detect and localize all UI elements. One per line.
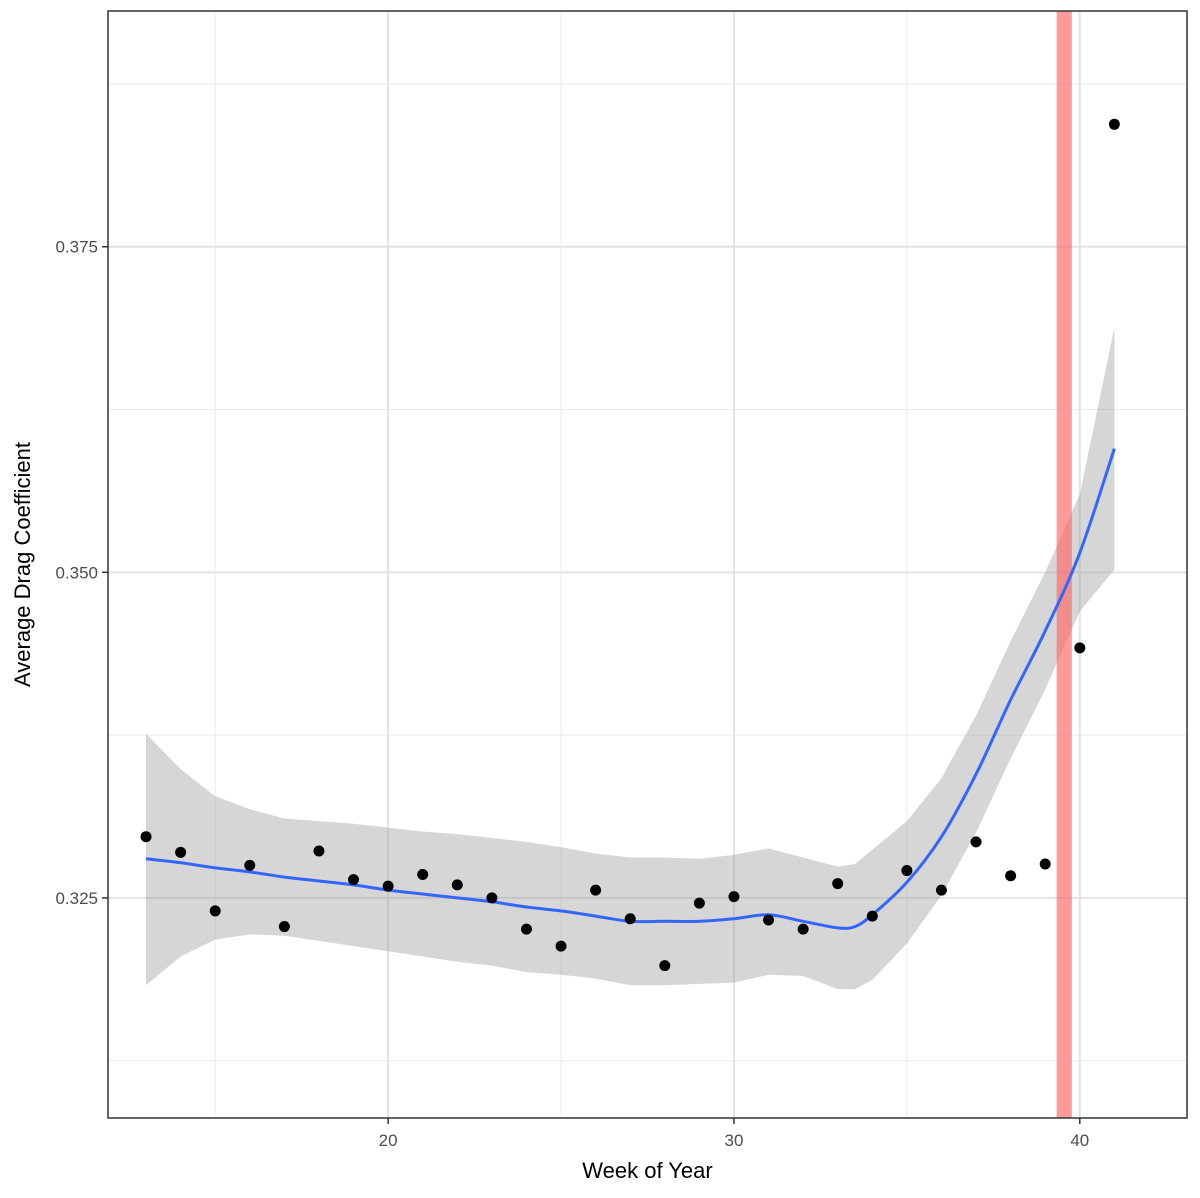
data-points [140,118,1120,972]
data-point [417,868,429,880]
y-tick-label: 0.325 [55,889,98,908]
data-point [728,891,740,903]
x-axis-title: Week of Year [582,1158,712,1183]
x-tick-label: 40 [1070,1131,1089,1150]
data-point [348,874,360,886]
data-point [866,910,878,922]
grid-minor-lines [108,11,1187,1118]
data-point [451,879,463,891]
data-point [520,923,532,935]
data-point [832,878,844,890]
plot-panel [107,10,1188,1119]
data-point [278,921,290,933]
grid-major-lines [108,11,1187,1118]
data-point [1005,870,1017,882]
data-point [1108,118,1120,130]
data-point [624,913,636,925]
data-point [313,845,325,857]
data-point [935,884,947,896]
x-axis: 20 30 40 [379,1118,1089,1150]
data-point [555,940,567,952]
data-point [382,880,394,892]
panel-border [107,10,1188,1119]
smooth-line [145,448,1116,930]
data-point [901,865,913,877]
y-axis: 0.325 0.350 0.375 [55,238,108,908]
data-point [693,897,705,909]
data-point [763,914,775,926]
y-tick-label: 0.350 [55,563,98,582]
y-tick-label: 0.375 [55,238,98,257]
data-point [244,859,256,871]
data-point [486,892,498,904]
data-point [1074,642,1086,654]
data-point [797,923,809,935]
y-axis-title: Average Drag Coefficient [10,442,35,687]
data-point [590,884,602,896]
x-tick-label: 30 [724,1131,743,1150]
x-tick-label: 20 [379,1131,398,1150]
highlight-band [1056,11,1072,1118]
data-point [970,836,982,848]
data-point [1039,858,1051,870]
data-point [140,831,152,843]
data-point [659,960,671,972]
confidence-band [146,327,1115,990]
data-point [209,905,221,917]
data-point [175,846,187,858]
